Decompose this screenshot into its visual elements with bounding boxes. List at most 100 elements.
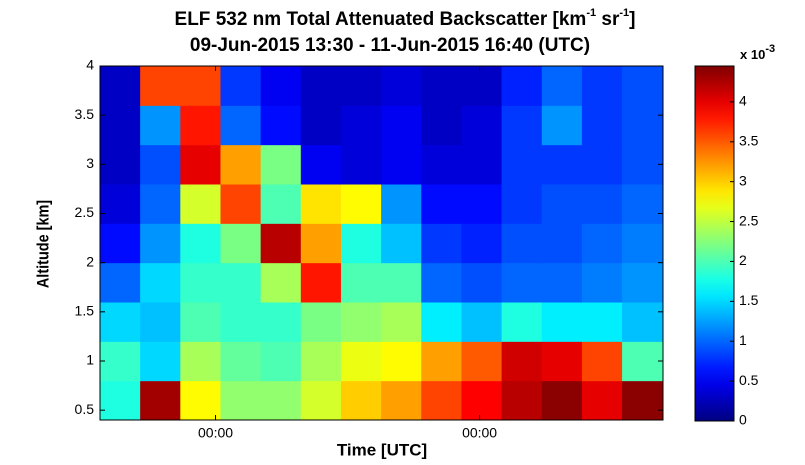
colorbar xyxy=(694,65,735,422)
y-tick-label: 3 xyxy=(86,155,94,171)
text-part: x 10 xyxy=(740,47,765,62)
heatmap-cell xyxy=(421,341,462,382)
heatmap-cell xyxy=(501,380,543,421)
heatmap-cell xyxy=(100,223,141,264)
heatmap-cell xyxy=(260,223,302,264)
heatmap-cell xyxy=(381,302,422,342)
heatmap-cell xyxy=(421,105,462,146)
heatmap-cell xyxy=(541,341,583,382)
colorbar-tick-label: 4 xyxy=(739,93,747,109)
heatmap-cell xyxy=(140,341,181,382)
heatmap-cell xyxy=(140,66,181,106)
chart-subtitle: 09-Jun-2015 13:30 - 11-Jun-2015 16:40 (U… xyxy=(190,35,590,56)
heatmap-cell xyxy=(501,144,543,185)
heatmap-cell xyxy=(581,184,623,224)
heatmap-cell xyxy=(501,302,543,342)
heatmap-cell xyxy=(340,105,382,146)
heatmap-cell xyxy=(300,302,342,342)
heatmap-cell xyxy=(501,223,543,264)
heatmap-cell xyxy=(622,302,664,342)
colorbar-tick-label: 0.5 xyxy=(739,372,759,388)
heatmap-cell xyxy=(220,262,262,303)
heatmap-cell xyxy=(260,144,302,185)
x-tick-label: 00:00 xyxy=(198,425,233,441)
heatmap-cell xyxy=(300,105,342,146)
heatmap-cell xyxy=(421,144,462,185)
y-tick-label: 2.5 xyxy=(75,204,95,220)
heatmap-cell xyxy=(381,380,422,421)
heatmap-cell xyxy=(220,66,262,106)
heatmap-cell xyxy=(421,262,462,303)
heatmap-cell xyxy=(140,302,181,342)
heatmap-cell xyxy=(260,302,302,342)
heatmap-cell xyxy=(461,223,503,264)
heatmap-cell xyxy=(180,223,221,264)
heatmap-cell xyxy=(180,144,221,185)
heatmap-cell xyxy=(260,184,302,224)
heatmap-cell xyxy=(100,184,141,224)
heatmap-cell xyxy=(622,380,664,421)
plot-frame xyxy=(99,65,664,421)
colorbar-tick-label: 1 xyxy=(739,332,747,348)
heatmap-cell xyxy=(340,184,382,224)
heatmap-cell xyxy=(300,262,342,303)
heatmap-cell xyxy=(622,66,664,106)
y-tick-label: 0.5 xyxy=(75,401,95,417)
colorbar-tick-label: 1.5 xyxy=(739,292,759,308)
heatmap-cell xyxy=(260,66,302,106)
heatmap-cell xyxy=(581,223,623,264)
heatmap-cell xyxy=(300,223,342,264)
heatmap-cell xyxy=(340,341,382,382)
heatmap-cell xyxy=(541,223,583,264)
heatmap-cell xyxy=(381,341,422,382)
y-tick-label: 2 xyxy=(86,253,94,269)
heatmap-cell xyxy=(300,380,342,421)
heatmap-cell xyxy=(140,184,181,224)
text-part: ELF 532 nm Total Attenuated Backscatter … xyxy=(175,9,587,30)
heatmap-cell xyxy=(340,66,382,106)
y-tick-label: 3.5 xyxy=(75,106,95,122)
heatmap-cell xyxy=(300,341,342,382)
heatmap-cell xyxy=(140,144,181,185)
heatmap-cell xyxy=(501,66,543,106)
heatmap-cell xyxy=(100,144,141,185)
heatmap-cell xyxy=(100,66,141,106)
heatmap-cell xyxy=(340,144,382,185)
colorbar-tick-label: 0 xyxy=(739,412,747,428)
heatmap-cell xyxy=(461,380,503,421)
heatmap-cell xyxy=(501,184,543,224)
heatmap-cell xyxy=(381,144,422,185)
heatmap-cell xyxy=(381,223,422,264)
heatmap-cell xyxy=(381,66,422,106)
heatmap-cell xyxy=(100,262,141,303)
heatmap-cell xyxy=(541,302,583,342)
heatmap-cell xyxy=(461,262,503,303)
text-part: sr xyxy=(596,9,620,30)
heatmap-cell xyxy=(220,105,262,146)
heatmap-cell xyxy=(622,341,664,382)
heatmap-cell xyxy=(501,341,543,382)
heatmap-cell xyxy=(180,105,221,146)
superscript: -1 xyxy=(586,7,596,19)
heatmap-cell xyxy=(581,105,623,146)
y-axis-label: Altitude [km] xyxy=(34,200,52,288)
colorbar-tick-label: 3.5 xyxy=(739,132,759,148)
heatmap-cell xyxy=(461,105,503,146)
heatmap-cell xyxy=(260,262,302,303)
heatmap-cell xyxy=(622,144,664,185)
colorbar-tick-label: 2 xyxy=(739,252,747,268)
heatmap-cell xyxy=(100,302,141,342)
y-tick-label: 1.5 xyxy=(75,303,95,319)
heatmap-cell xyxy=(581,380,623,421)
heatmap-cell xyxy=(100,341,141,382)
heatmap-cell xyxy=(461,66,503,106)
heatmap-cell xyxy=(622,262,664,303)
heatmap-cell xyxy=(220,184,262,224)
heatmap-cell xyxy=(421,66,462,106)
heatmap-cell xyxy=(180,341,221,382)
heatmap-cell xyxy=(340,302,382,342)
heatmap-cell xyxy=(220,341,262,382)
heatmap-cell xyxy=(180,262,221,303)
heatmap-cell xyxy=(140,105,181,146)
